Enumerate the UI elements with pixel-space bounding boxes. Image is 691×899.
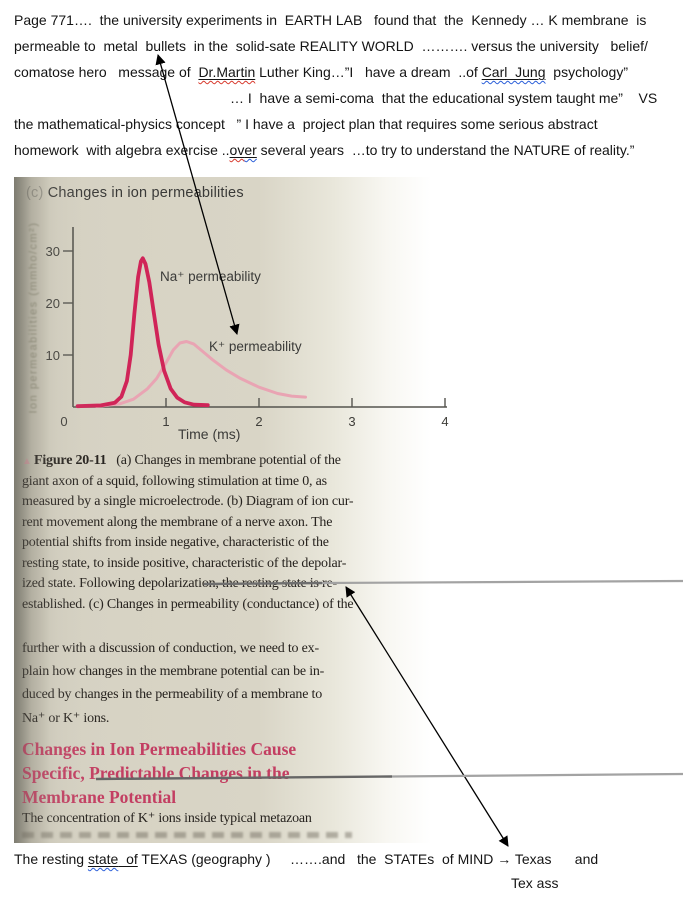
figure-number: Figure 20-11	[34, 453, 107, 468]
underlined-over: over	[230, 142, 257, 158]
na-permeability-curve	[75, 256, 210, 409]
body-line: plain how changes in the membrane potent…	[22, 664, 325, 679]
line6-text: homework with algebra exercise ..	[14, 142, 230, 158]
line3-text: psychology”	[545, 64, 628, 80]
cut-off-text-smudge	[22, 832, 352, 838]
ytick-10: 10	[46, 348, 60, 363]
top-paragraph-line-6: homework with algebra exercise ..over se…	[14, 142, 634, 159]
heading-line: Specific, Predictable Changes in the	[22, 763, 290, 783]
grammar-blue-squiggle: state	[87, 851, 119, 867]
grammar-blue-squiggle: er	[244, 142, 257, 158]
ytick-20: 20	[46, 296, 60, 311]
top-paragraph-line-3: comatose hero message of Dr.Martin Luthe…	[14, 64, 628, 81]
axis-tick-labels: 30 20 10 0 1 2 3 4	[46, 244, 449, 429]
line3-text: comatose hero message of	[14, 64, 199, 80]
top-paragraph-line-1: Page 771…. the university experiments in…	[14, 12, 647, 28]
right-arrow-glyph: →	[497, 851, 512, 867]
chart-axes	[72, 227, 447, 408]
ytick-30: 30	[46, 244, 60, 259]
figure-marker-icon: ▲	[22, 456, 34, 467]
body-paragraph: further with a discussion of conduction,…	[22, 641, 374, 733]
na-curve-label: Na⁺ permeability	[160, 269, 261, 284]
caption-line: rent movement along the membrane of a ne…	[22, 514, 333, 530]
chart-title-prefix: (c)	[26, 185, 48, 201]
k-permeability-curve	[94, 340, 307, 408]
section-heading: Changes in Ion Permeabilities Cause Spec…	[22, 739, 374, 811]
line6-text: several years …to try to understand the …	[256, 142, 635, 158]
caption-line: potential shifts from inside negative, c…	[22, 535, 329, 550]
body-line: duced by changes in the permeability of …	[22, 687, 323, 702]
top-paragraph-line-5: the mathematical-physics concept ” I hav…	[14, 116, 598, 132]
underlined-state-of: state of	[88, 851, 138, 867]
caption-line: resting state, to inside positive, chara…	[22, 555, 347, 571]
caption-line: giant axon of a squid, following stimula…	[22, 473, 327, 489]
xtick-2: 2	[255, 414, 262, 429]
grammar-blue-squiggle: Carl Jung	[481, 64, 546, 80]
caption-line: measured by a single microelectrode. (b)…	[22, 494, 354, 509]
xtick-0: 0	[60, 414, 67, 429]
heading-line: Membrane Potential	[22, 787, 177, 807]
underlined-carl-jung: Carl Jung	[482, 64, 546, 80]
caption-text: (a) Changes in membrane potential of the	[106, 453, 341, 468]
body-paragraph-start: The concentration of K⁺ ions inside typi…	[22, 811, 312, 826]
body-line: Na⁺ or K⁺ ions.	[22, 711, 110, 726]
caption-line: ▲ Figure 20-11 (a) Changes in membrane p…	[22, 453, 374, 474]
xtick-3: 3	[348, 414, 355, 429]
bottom-paragraph-line: The resting state of TEXAS (geography ) …	[14, 851, 598, 868]
bottom-text: Texas and	[511, 851, 599, 867]
permeability-chart: 30 20 10 0 1 2 3 4	[46, 227, 449, 429]
xtick-4: 4	[441, 414, 448, 429]
axis-tick-marks	[63, 250, 446, 407]
spellcheck-red-squiggle: Dr.Martin	[198, 64, 256, 80]
caption-line: established. (c) Changes in permeability…	[22, 596, 354, 612]
chart-x-axis-label: Time (ms)	[178, 426, 241, 442]
k-curve-label: K⁺ permeability	[209, 339, 302, 354]
line3-text: Luther King…”I have a dream ..of	[255, 64, 482, 80]
xtick-1: 1	[162, 414, 169, 429]
bottom-text: of	[118, 851, 138, 867]
body-line: further with a discussion of conduction,…	[22, 641, 319, 656]
spellcheck-red-squiggle: ov	[229, 142, 245, 158]
heading-line: Changes in Ion Permeabilities Cause	[22, 739, 297, 759]
top-paragraph-line-2: permeable to metal bullets in the solid-…	[14, 38, 648, 54]
scanned-textbook-image: (c) Changes in ion permeabilities Ion pe…	[14, 177, 458, 843]
top-paragraph-line-4: … I have a semi-coma that the educationa…	[230, 90, 658, 106]
figure-caption: ▲ Figure 20-11 (a) Changes in membrane p…	[22, 453, 374, 617]
tex-ass-text: Tex ass	[511, 875, 559, 891]
bottom-text: TEXAS (geography ) …….and the STATEs of …	[137, 851, 498, 867]
bottom-text: The resting	[14, 851, 88, 867]
caption-line: ized state. Following depolarization, th…	[22, 576, 337, 591]
underlined-dr-martin: Dr.Martin	[198, 64, 255, 80]
